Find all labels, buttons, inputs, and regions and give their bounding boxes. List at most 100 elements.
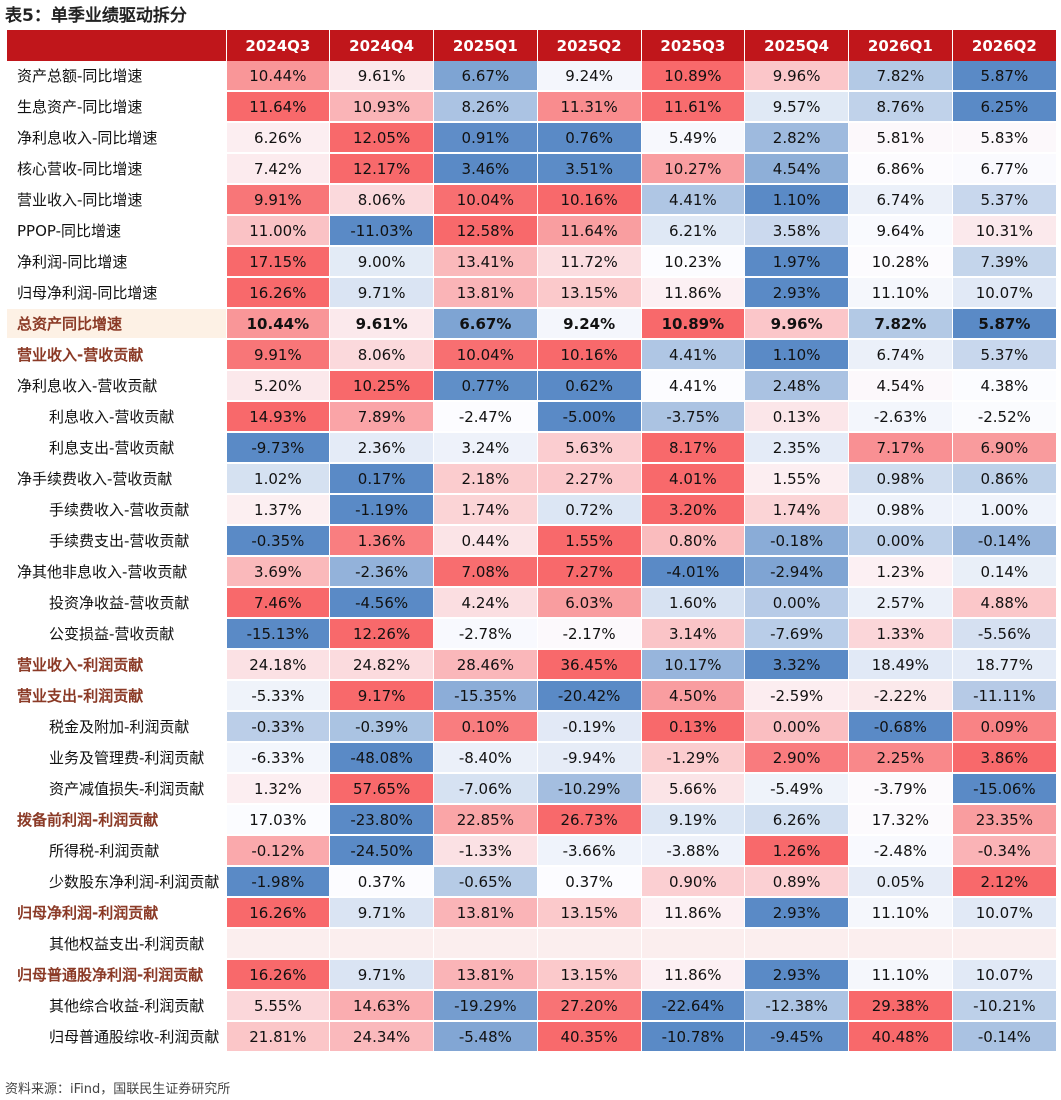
value-cell: -4.56% [329, 587, 434, 619]
value-cell: 0.86% [951, 463, 1056, 495]
value-cell: 11.10% [848, 897, 953, 929]
value-cell: -24.50% [329, 835, 434, 867]
value-cell: -0.14% [951, 525, 1056, 557]
value-cell: 2.35% [744, 432, 849, 464]
value-cell: -12.38% [744, 990, 849, 1022]
value-cell: 14.93% [225, 401, 330, 433]
value-cell: 17.03% [225, 804, 330, 836]
table-row: 净利息收入-同比增速 6.26% 12.05% 0.91% 0.76% 5.49% 2.82… [7, 122, 1056, 154]
value-cell: 0.80% [640, 525, 745, 557]
table-row: PPOP-同比增速 11.00% -11.03% 12.58% 11.64% 6.21% 3… [7, 215, 1056, 247]
value-cell: 0.13% [640, 711, 745, 743]
value-cell: -20.42% [536, 680, 641, 712]
value-cell: 11.31% [536, 91, 641, 123]
value-cell: 2.27% [536, 463, 641, 495]
value-cell: 5.20% [225, 370, 330, 402]
value-cell: 4.41% [640, 184, 745, 216]
value-cell: 1.55% [744, 463, 849, 495]
value-cell: -6.33% [225, 742, 330, 774]
value-cell: 4.54% [744, 153, 849, 185]
table-row: 营业收入-利润贡献 24.18% 24.82% 28.46% 36.45% 10.17% 3… [7, 648, 1056, 681]
value-cell: 11.10% [848, 277, 953, 309]
table-row: 手续费收入-营收贡献 1.37% -1.19% 1.74% 0.72% 3.20% 1.74… [7, 494, 1056, 526]
value-cell: 0.76% [536, 122, 641, 154]
value-cell: 24.34% [329, 1021, 434, 1053]
value-cell: 24.82% [329, 648, 434, 681]
value-cell: 16.26% [225, 959, 330, 991]
value-cell: 13.15% [536, 959, 641, 991]
value-cell: 9.61% [329, 61, 434, 92]
value-cell: -3.66% [536, 835, 641, 867]
value-cell: 0.72% [536, 494, 641, 526]
value-cell: 7.89% [329, 401, 434, 433]
value-cell: -5.00% [536, 401, 641, 433]
value-cell: 23.35% [951, 804, 1056, 836]
value-cell: 2.82% [744, 122, 849, 154]
value-cell: -5.49% [744, 773, 849, 805]
value-cell: 10.89% [640, 307, 745, 340]
value-cell [951, 928, 1056, 960]
value-cell: 27.20% [536, 990, 641, 1022]
value-cell: 18.77% [951, 648, 1056, 681]
value-cell: 9.64% [848, 215, 953, 247]
row-label: 其他综合收益-利润贡献 [7, 990, 226, 1022]
value-cell: -2.78% [433, 618, 538, 650]
row-label: 所得税-利润贡献 [7, 835, 226, 867]
row-label: 手续费支出-营收贡献 [7, 525, 226, 557]
value-cell: -0.39% [329, 711, 434, 743]
column-header: 2025Q2 [536, 30, 641, 61]
table-row: 业务及管理费-利润贡献 -6.33% -48.08% -8.40% -9.94% -1.2… [7, 742, 1056, 774]
table-row: 营业支出-利润贡献 -5.33% 9.17% -15.35% -20.42% 4.50% -… [7, 680, 1056, 712]
value-cell: -0.33% [225, 711, 330, 743]
value-cell: 1.55% [536, 525, 641, 557]
value-cell: 1.26% [744, 835, 849, 867]
row-label: 核心营收-同比增速 [7, 153, 226, 185]
value-cell: 3.14% [640, 618, 745, 650]
value-cell: 1.60% [640, 587, 745, 619]
value-cell: 2.93% [744, 897, 849, 929]
row-label: 手续费收入-营收贡献 [7, 494, 226, 526]
value-cell: 12.17% [329, 153, 434, 185]
value-cell: 29.38% [848, 990, 953, 1022]
value-cell: 9.96% [744, 61, 849, 92]
table-row: 利息收入-营收贡献 14.93% 7.89% -2.47% -5.00% -3.75% 0.… [7, 401, 1056, 433]
value-cell: 0.00% [744, 587, 849, 619]
table-row: 归母普通股综收-利润贡献 21.81% 24.34% -5.48% 40.35% -10.… [7, 1021, 1056, 1053]
value-cell: 3.20% [640, 494, 745, 526]
column-header: 2026Q1 [848, 30, 953, 61]
value-cell: 9.91% [225, 339, 330, 371]
value-cell: 13.41% [433, 246, 538, 278]
value-cell: 17.32% [848, 804, 953, 836]
table-row: 营业收入-营收贡献 9.91% 8.06% 10.04% 10.16% 4.41% 1.10… [7, 339, 1056, 371]
table-row: 拨备前利润-利润贡献 17.03% -23.80% 22.85% 26.73% 9.19%… [7, 804, 1056, 836]
value-cell: 57.65% [329, 773, 434, 805]
value-cell: 9.17% [329, 680, 434, 712]
row-label: 归母普通股净利润-利润贡献 [7, 959, 226, 991]
performance-drivers-table: 2024Q3 2024Q4 2025Q1 2025Q2 2025Q3 2025Q… [7, 30, 1056, 1053]
value-cell: 1.10% [744, 339, 849, 371]
value-cell: 0.09% [951, 711, 1056, 743]
table-row: 核心营收-同比增速 7.42% 12.17% 3.46% 3.51% 10.27% 4.54… [7, 153, 1056, 185]
value-cell: 10.27% [640, 153, 745, 185]
column-header: 2024Q4 [329, 30, 434, 61]
value-cell: 1.33% [848, 618, 953, 650]
value-cell: 6.26% [225, 122, 330, 154]
value-cell: -7.69% [744, 618, 849, 650]
value-cell: 13.81% [433, 959, 538, 991]
value-cell: 1.36% [329, 525, 434, 557]
value-cell: 0.13% [744, 401, 849, 433]
value-cell: -0.35% [225, 525, 330, 557]
value-cell: 7.46% [225, 587, 330, 619]
value-cell: 11.10% [848, 959, 953, 991]
value-cell: 10.44% [225, 61, 330, 92]
value-cell: 0.90% [640, 866, 745, 898]
value-cell: -0.68% [848, 711, 953, 743]
table-row: 归母净利润-利润贡献 16.26% 9.71% 13.81% 13.15% 11.86% 2… [7, 897, 1056, 929]
row-label: 净利息收入-同比增速 [7, 122, 226, 154]
value-cell: -0.65% [433, 866, 538, 898]
row-label: 生息资产-同比增速 [7, 91, 226, 123]
value-cell: -9.73% [225, 432, 330, 464]
row-label: 归母净利润-同比增速 [7, 277, 226, 309]
value-cell: -0.19% [536, 711, 641, 743]
row-label: 净手续费收入-营收贡献 [7, 463, 226, 495]
